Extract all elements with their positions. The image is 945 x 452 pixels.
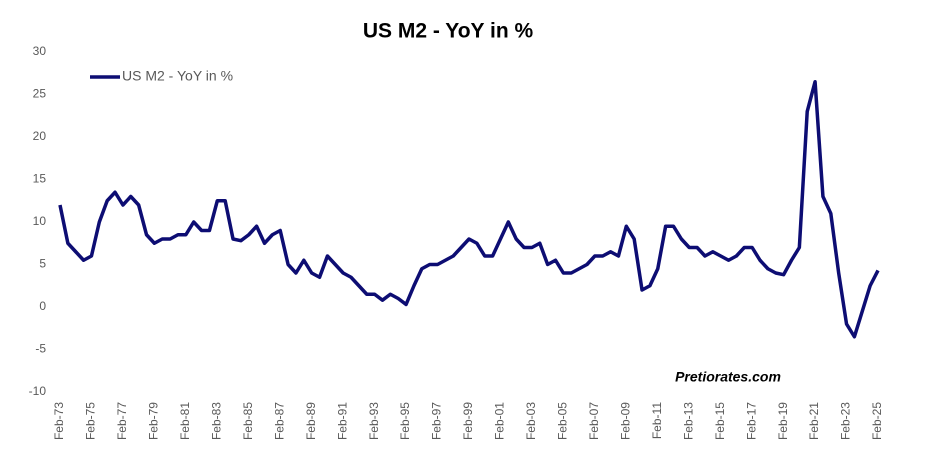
- x-tick-label: Feb-85: [241, 402, 255, 440]
- x-tick-label: Feb-87: [272, 402, 286, 440]
- x-tick-label: Feb-21: [807, 402, 821, 440]
- y-tick-label: 0: [39, 299, 46, 313]
- x-tick-label: Feb-97: [430, 402, 444, 440]
- y-tick-label: -5: [35, 342, 46, 356]
- y-tick-label: 10: [33, 214, 47, 228]
- x-tick-label: Feb-95: [398, 402, 412, 440]
- x-tick-label: Feb-09: [618, 402, 632, 440]
- x-tick-label: Feb-07: [587, 402, 601, 440]
- x-tick-label: Feb-75: [84, 402, 98, 440]
- x-tick-label: Feb-11: [650, 402, 664, 439]
- x-tick-label: Feb-19: [776, 402, 790, 440]
- x-tick-label: Feb-79: [147, 402, 161, 440]
- x-tick-label: Feb-81: [178, 402, 192, 440]
- x-tick-label: Feb-91: [335, 402, 349, 440]
- x-tick-label: Feb-93: [367, 402, 381, 440]
- x-tick-label: Feb-25: [870, 402, 884, 440]
- y-tick-label: 15: [33, 172, 47, 186]
- x-tick-label: Feb-17: [744, 402, 758, 440]
- x-tick-label: Feb-89: [304, 402, 318, 440]
- legend-label: US M2 - YoY in %: [122, 68, 233, 84]
- y-tick-label: 20: [33, 129, 47, 143]
- x-tick-label: Feb-23: [839, 402, 853, 440]
- x-tick-label: Feb-13: [681, 402, 695, 440]
- x-tick-label: Feb-77: [115, 402, 129, 440]
- x-tick-label: Feb-03: [524, 402, 538, 440]
- x-tick-label: Feb-73: [52, 402, 66, 440]
- line: [58, 80, 880, 339]
- y-tick-label: 25: [33, 87, 47, 101]
- x-tick-label: Feb-05: [556, 402, 570, 440]
- x-tick-label: Feb-15: [713, 402, 727, 440]
- annotation: Pretiorates.com: [675, 369, 781, 385]
- chart-title: US M2 - YoY in %: [363, 20, 534, 43]
- x-tick-label: Feb-83: [209, 402, 223, 440]
- y-tick-label: -10: [29, 384, 47, 398]
- x-tick-label: Feb-99: [461, 402, 475, 440]
- y-tick-label: 5: [39, 257, 46, 271]
- x-tick-label: Feb-01: [493, 402, 507, 440]
- y-tick-label: 30: [33, 44, 47, 58]
